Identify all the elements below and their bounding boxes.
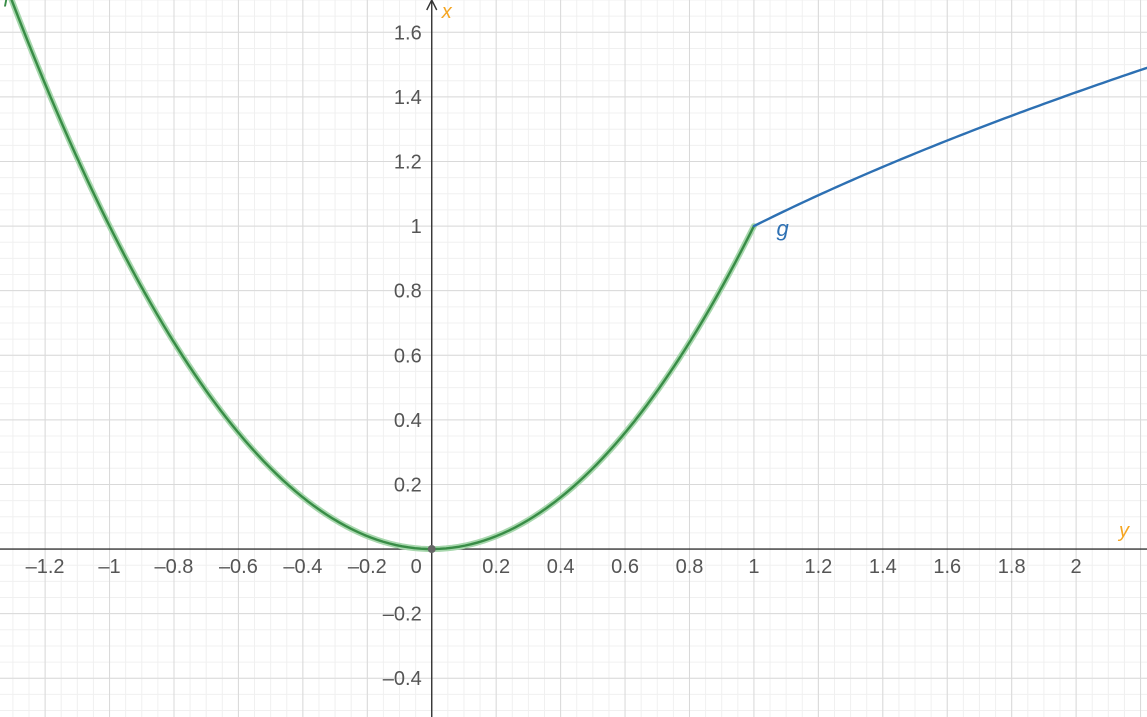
x-tick-label: 0.2 [482, 556, 510, 578]
x-tick-label: –1.2 [26, 556, 65, 578]
x-tick-label: 0.6 [611, 556, 639, 578]
x-tick-label: –0.8 [155, 556, 194, 578]
x-tick-label: –0.4 [283, 556, 322, 578]
origin-label: 0 [411, 556, 422, 578]
origin-point [428, 545, 436, 553]
y-tick-label: 0.2 [394, 474, 422, 496]
y-tick-label: 0.4 [394, 410, 422, 432]
curve-label-g: g [776, 216, 789, 241]
x-tick-label: 1 [748, 556, 759, 578]
horizontal-axis-label: y [1117, 520, 1130, 542]
x-tick-label: 1.8 [998, 556, 1026, 578]
y-tick-label: –0.4 [383, 668, 422, 690]
x-tick-label: 1.6 [933, 556, 961, 578]
x-tick-label: 2 [1071, 556, 1082, 578]
x-tick-label: 0.4 [547, 556, 575, 578]
x-tick-label: 0.8 [676, 556, 704, 578]
function-plot: –1.2 –1 –0.8 –0.6 –0.4 –0.2 0.2 0.4 0.6 0.8 1 1.2 1.… [0, 0, 1147, 717]
x-tick-label: 1.2 [804, 556, 832, 578]
y-tick-label: 1.4 [394, 87, 422, 109]
y-tick-label: 1.6 [394, 22, 422, 44]
vertical-axis-label: x [441, 1, 453, 23]
y-tick-label: 0.6 [394, 345, 422, 367]
plot-svg: –1.2 –1 –0.8 –0.6 –0.4 –0.2 0.2 0.4 0.6 0.8 1 1.2 1.… [0, 0, 1147, 717]
y-tick-label: –0.2 [383, 604, 422, 626]
y-tick-label: 1.2 [394, 151, 422, 173]
x-tick-label: –0.6 [219, 556, 258, 578]
y-tick-label: 1 [411, 216, 422, 238]
x-tick-label: 1.4 [869, 556, 897, 578]
x-tick-label: –1 [98, 556, 120, 578]
x-tick-label: –0.2 [348, 556, 387, 578]
y-tick-label: 0.8 [394, 281, 422, 303]
